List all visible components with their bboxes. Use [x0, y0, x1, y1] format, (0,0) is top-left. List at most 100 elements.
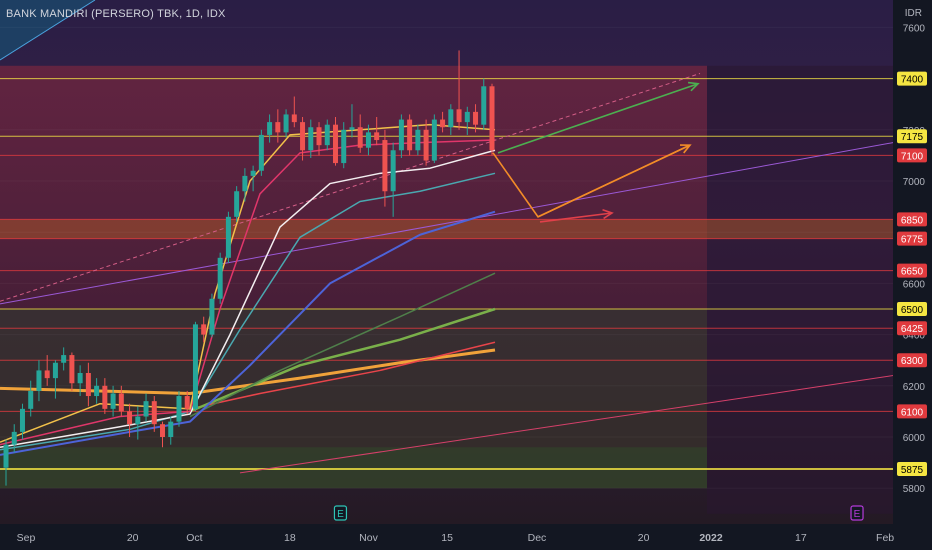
x-tick-label: 17: [795, 532, 807, 544]
x-tick-label: Dec: [528, 532, 547, 544]
candle: [217, 252, 223, 304]
candle: [52, 360, 58, 399]
candle: [234, 186, 240, 222]
candle: [61, 347, 67, 371]
candle: [398, 114, 404, 158]
price-badge-box: [897, 302, 927, 316]
candle-body: [217, 257, 223, 299]
candle-body: [209, 298, 215, 335]
rectangle-zone-upper: [0, 65, 707, 309]
candle-body: [44, 370, 50, 379]
candle: [44, 355, 50, 386]
candle-body: [332, 124, 338, 164]
price-badge: 6500: [897, 302, 927, 316]
event-marker-box: [333, 505, 348, 521]
candle: [291, 96, 297, 128]
candle-body: [77, 373, 83, 384]
candle-body: [481, 86, 487, 125]
candle: [28, 380, 34, 417]
candle: [382, 129, 388, 207]
triangle-edge: [0, 0, 96, 61]
candle: [341, 122, 347, 169]
channel-line-lower: [239, 375, 894, 474]
event-marker-box: [850, 505, 864, 521]
candle: [36, 360, 42, 402]
candle: [316, 122, 322, 156]
price-badge: 7100: [897, 148, 927, 163]
candle: [374, 117, 380, 146]
event-marker[interactable]: E: [333, 505, 348, 521]
candle-body: [69, 355, 75, 384]
candle-body: [275, 122, 281, 133]
candle-body: [176, 396, 182, 422]
candle-body: [300, 122, 306, 151]
x-tick-label: Feb: [876, 532, 894, 544]
candle-body: [19, 408, 25, 432]
projection-arrow-red-head: [602, 209, 614, 220]
candle: [258, 129, 264, 176]
candle: [448, 104, 454, 135]
event-marker-letter: E: [854, 509, 861, 520]
candle-body: [357, 127, 363, 148]
candle-body: [448, 109, 454, 128]
candle: [184, 390, 190, 414]
projection-arrow-green-head: [687, 81, 700, 92]
event-marker[interactable]: E: [850, 505, 864, 521]
price-badge: 5875: [897, 462, 927, 476]
y-tick-label: 7000: [903, 177, 926, 188]
candle-body: [267, 122, 273, 135]
candle-body: [11, 431, 17, 445]
candle: [349, 104, 355, 138]
candle: [201, 316, 207, 343]
candle-body: [135, 416, 141, 425]
candle-body: [382, 140, 388, 192]
candle: [300, 117, 306, 161]
candle: [69, 352, 75, 391]
candle: [160, 421, 166, 448]
candle: [11, 424, 17, 453]
candle-body: [168, 421, 174, 437]
candle-body: [423, 129, 429, 161]
candle-body: [160, 424, 166, 437]
candle-body: [258, 134, 264, 171]
candle: [308, 119, 314, 158]
price-badge-label: 6300: [901, 356, 924, 367]
candle-body: [85, 373, 91, 397]
candle-body: [225, 216, 231, 258]
candle: [357, 114, 363, 153]
projection-arrow-orange-head: [679, 144, 692, 154]
price-badge-box: [897, 129, 927, 144]
ma-dark-green: [189, 272, 496, 418]
x-tick-label: 15: [441, 532, 453, 544]
candle-body: [431, 119, 437, 161]
candle-body: [184, 396, 190, 409]
candle-body: [308, 127, 314, 151]
ma-white: [0, 149, 496, 448]
price-badge-box: [897, 263, 927, 278]
price-badge-box: [897, 212, 927, 227]
candle: [94, 378, 100, 404]
price-badge: 6775: [897, 231, 927, 246]
y-tick-label: 6000: [903, 433, 926, 444]
candle: [473, 104, 479, 133]
y-tick-label: 5800: [903, 484, 926, 495]
price-badge-box: [897, 321, 927, 336]
price-badge-box: [897, 462, 927, 476]
candle: [192, 321, 198, 412]
candle: [423, 119, 429, 166]
candle-body: [398, 119, 404, 151]
price-badge: 6650: [897, 263, 927, 278]
x-tick-label: 18: [284, 532, 296, 544]
candle-body: [110, 393, 116, 409]
y-tick-label: 6200: [903, 382, 926, 393]
candle-body: [242, 175, 248, 192]
candle: [464, 106, 470, 135]
candle-body: [143, 401, 149, 417]
projection-area: [707, 65, 893, 514]
candle: [440, 111, 446, 133]
channel-line-upper: [0, 142, 894, 305]
candle-body: [316, 127, 322, 146]
x-tick-label: Nov: [359, 532, 378, 544]
